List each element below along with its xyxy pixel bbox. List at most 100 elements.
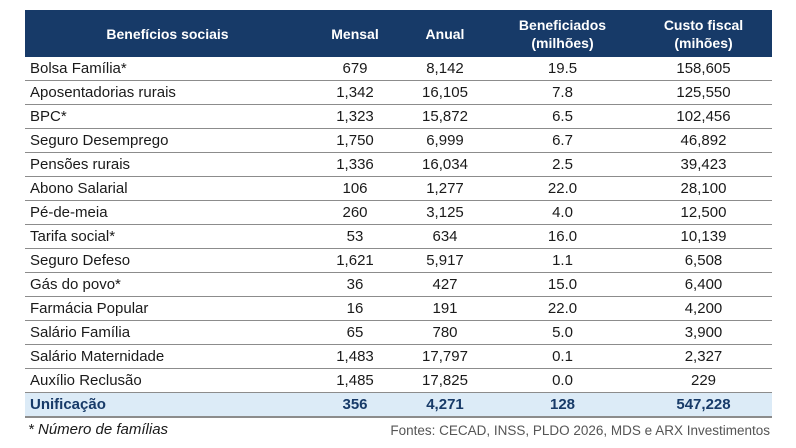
cell-anual: 5,917 (400, 248, 490, 273)
cell-benefit: Auxílio Reclusão (25, 368, 310, 393)
cell-custo: 102,456 (635, 104, 772, 129)
cell-anual: 634 (400, 224, 490, 249)
cell-custo: 46,892 (635, 128, 772, 153)
table-row: BPC* 1,323 15,872 6.5 102,456 (25, 104, 772, 129)
table-row: Bolsa Família* 679 8,142 19.5 158,605 (25, 57, 772, 81)
header-custo-line1: Custo fiscal (663, 16, 744, 33)
cell-mensal: 106 (310, 176, 400, 201)
cell-anual: 17,797 (400, 344, 490, 369)
cell-beneficiados: 4.0 (490, 200, 635, 225)
cell-benefit: Abono Salarial (25, 176, 310, 201)
cell-beneficiados: 6.7 (490, 128, 635, 153)
table-row: Seguro Desemprego 1,750 6,999 6.7 46,892 (25, 128, 772, 153)
cell-anual: 17,825 (400, 368, 490, 393)
cell-benefit: Seguro Desemprego (25, 128, 310, 153)
cell-benefit: Tarifa social* (25, 224, 310, 249)
social-benefits-table: Benefícios sociais Mensal Anual Benefici… (25, 10, 772, 418)
cell-custo: 229 (635, 368, 772, 393)
cell-mensal: 1,750 (310, 128, 400, 153)
cell-beneficiados: 5.0 (490, 320, 635, 345)
table-row: Auxílio Reclusão 1,485 17,825 0.0 229 (25, 368, 772, 393)
cell-anual: 1,277 (400, 176, 490, 201)
cell-mensal: 36 (310, 272, 400, 297)
cell-custo: 158,605 (635, 57, 772, 81)
cell-benefit: Salário Maternidade (25, 344, 310, 369)
cell-custo: 125,550 (635, 80, 772, 105)
cell-mensal: 65 (310, 320, 400, 345)
total-row: Unificação 356 4,271 128 547,228 (25, 392, 772, 418)
cell-anual: 3,125 (400, 200, 490, 225)
cell-anual: 6,999 (400, 128, 490, 153)
cell-beneficiados: 15.0 (490, 272, 635, 297)
header-custo-line2: (mihões) (674, 34, 733, 51)
header-beneficiados-line2: (milhões) (531, 34, 594, 51)
cell-benefit: Gás do povo* (25, 272, 310, 297)
cell-mensal: 679 (310, 57, 400, 81)
table-row: Salário Família 65 780 5.0 3,900 (25, 320, 772, 345)
cell-anual: 4,271 (400, 392, 490, 418)
cell-custo: 6,400 (635, 272, 772, 297)
header-anual: Anual (425, 25, 465, 42)
cell-mensal: 1,323 (310, 104, 400, 129)
cell-custo: 3,900 (635, 320, 772, 345)
header-beneficios: Benefícios sociais (106, 25, 229, 42)
cell-mensal: 1,342 (310, 80, 400, 105)
cell-anual: 191 (400, 296, 490, 321)
header-custo: Custo fiscal (mihões) (635, 10, 772, 57)
cell-anual: 8,142 (400, 57, 490, 81)
cell-beneficiados: 16.0 (490, 224, 635, 249)
cell-anual: 780 (400, 320, 490, 345)
cell-beneficiados: 22.0 (490, 296, 635, 321)
table-row: Gás do povo* 36 427 15.0 6,400 (25, 272, 772, 297)
cell-beneficiados: 128 (490, 392, 635, 418)
cell-custo: 39,423 (635, 152, 772, 177)
cell-mensal: 53 (310, 224, 400, 249)
cell-anual: 427 (400, 272, 490, 297)
cell-benefit: Pensões rurais (25, 152, 310, 177)
header-beneficiados: Beneficiados (milhões) (490, 10, 635, 57)
cell-anual: 16,034 (400, 152, 490, 177)
cell-beneficiados: 6.5 (490, 104, 635, 129)
cell-mensal: 1,621 (310, 248, 400, 273)
table-row: Farmácia Popular 16 191 22.0 4,200 (25, 296, 772, 321)
cell-anual: 16,105 (400, 80, 490, 105)
cell-custo: 28,100 (635, 176, 772, 201)
cell-mensal: 16 (310, 296, 400, 321)
cell-mensal: 1,485 (310, 368, 400, 393)
table-row: Abono Salarial 106 1,277 22.0 28,100 (25, 176, 772, 201)
cell-mensal: 356 (310, 392, 400, 418)
cell-custo: 2,327 (635, 344, 772, 369)
cell-benefit: Bolsa Família* (25, 57, 310, 81)
cell-anual: 15,872 (400, 104, 490, 129)
cell-beneficiados: 0.0 (490, 368, 635, 393)
table-row: Aposentadorias rurais 1,342 16,105 7.8 125,5… (25, 80, 772, 105)
header-beneficiados-line1: Beneficiados (518, 16, 607, 33)
cell-mensal: 1,483 (310, 344, 400, 369)
cell-benefit: Salário Família (25, 320, 310, 345)
header-mensal: Mensal (331, 25, 379, 42)
cell-benefit: Pé-de-meia (25, 200, 310, 225)
table-row: Tarifa social* 53 634 16.0 10,139 (25, 224, 772, 249)
cell-mensal: 260 (310, 200, 400, 225)
cell-custo: 12,500 (635, 200, 772, 225)
cell-benefit: BPC* (25, 104, 310, 129)
cell-custo: 547,228 (635, 392, 772, 418)
cell-beneficiados: 19.5 (490, 57, 635, 81)
cell-beneficiados: 0.1 (490, 344, 635, 369)
table-row: Seguro Defeso 1,621 5,917 1.1 6,508 (25, 248, 772, 273)
header-row: Benefícios sociais Mensal Anual Benefici… (25, 10, 772, 57)
cell-custo: 6,508 (635, 248, 772, 273)
cell-beneficiados: 2.5 (490, 152, 635, 177)
cell-benefit: Seguro Defeso (25, 248, 310, 273)
cell-custo: 10,139 (635, 224, 772, 249)
source-note: Fontes: CECAD, INSS, PLDO 2026, MDS e AR… (390, 423, 770, 438)
cell-beneficiados: 22.0 (490, 176, 635, 201)
cell-benefit: Farmácia Popular (25, 296, 310, 321)
footnote: * Número de famílias (28, 421, 169, 438)
cell-benefit: Aposentadorias rurais (25, 80, 310, 105)
table-row: Salário Maternidade 1,483 17,797 0.1 2,327 (25, 344, 772, 369)
cell-benefit: Unificação (25, 392, 310, 418)
table-row: Pé-de-meia 260 3,125 4.0 12,500 (25, 200, 772, 225)
cell-beneficiados: 7.8 (490, 80, 635, 105)
table-row: Pensões rurais 1,336 16,034 2.5 39,423 (25, 152, 772, 177)
